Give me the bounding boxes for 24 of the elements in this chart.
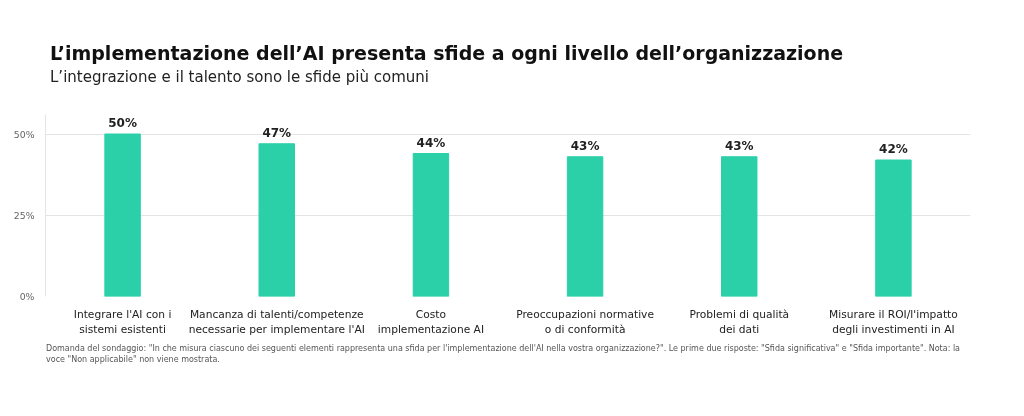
x-tick-label: Costo implementazione AI [377, 307, 485, 336]
data-label: 43% [724, 138, 754, 153]
text: Domanda del sondaggio: "In che misura ciascuno dei seguenti elementi rappresenta una sfida per l'implementazione dell'AI nella vostra organizzazione?". Le prime due risposte: "Sfida significativa" e "Sfida importante". Nota: la voce "Non applicabile" non viene mostrata. [46, 342, 962, 366]
bar [258, 142, 295, 297]
chart-subtitle: L’integrazione e il talento sono le sfide più comuni [50, 67, 429, 89]
bar [566, 155, 604, 297]
data-label: 50% [108, 115, 137, 130]
x-tick-label: Problemi di qualità dei dati [689, 307, 790, 336]
x-tick-label: Integrare l'AI con i sistemi esistenti [73, 307, 172, 336]
x-tick-label: Misurare il ROI/l'impatto degli investimenti in AI [829, 307, 958, 336]
y-tick-label: 0% [19, 290, 35, 302]
data-label: 44% [416, 135, 446, 150]
bar [104, 133, 141, 297]
data-label: 42% [879, 141, 908, 156]
x-tick-label: Mancanza di talenti/competenze necessarie per implementare l'AI [188, 307, 365, 336]
x-tick-label: Preoccupazioni normative o di conformità [516, 307, 654, 336]
data-label: 43% [570, 138, 600, 153]
y-tick-label: 50% [13, 128, 35, 140]
bar [875, 159, 912, 297]
bar [721, 155, 758, 297]
bar [412, 152, 450, 297]
y-tick-label: 25% [13, 209, 35, 221]
chart-title: L’implementazione dell’AI presenta sfide a ogni livello dell’organizzazione [50, 41, 844, 66]
data-label: 47% [262, 125, 292, 140]
